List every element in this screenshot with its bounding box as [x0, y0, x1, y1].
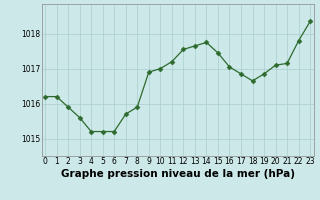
X-axis label: Graphe pression niveau de la mer (hPa): Graphe pression niveau de la mer (hPa) — [60, 169, 295, 179]
